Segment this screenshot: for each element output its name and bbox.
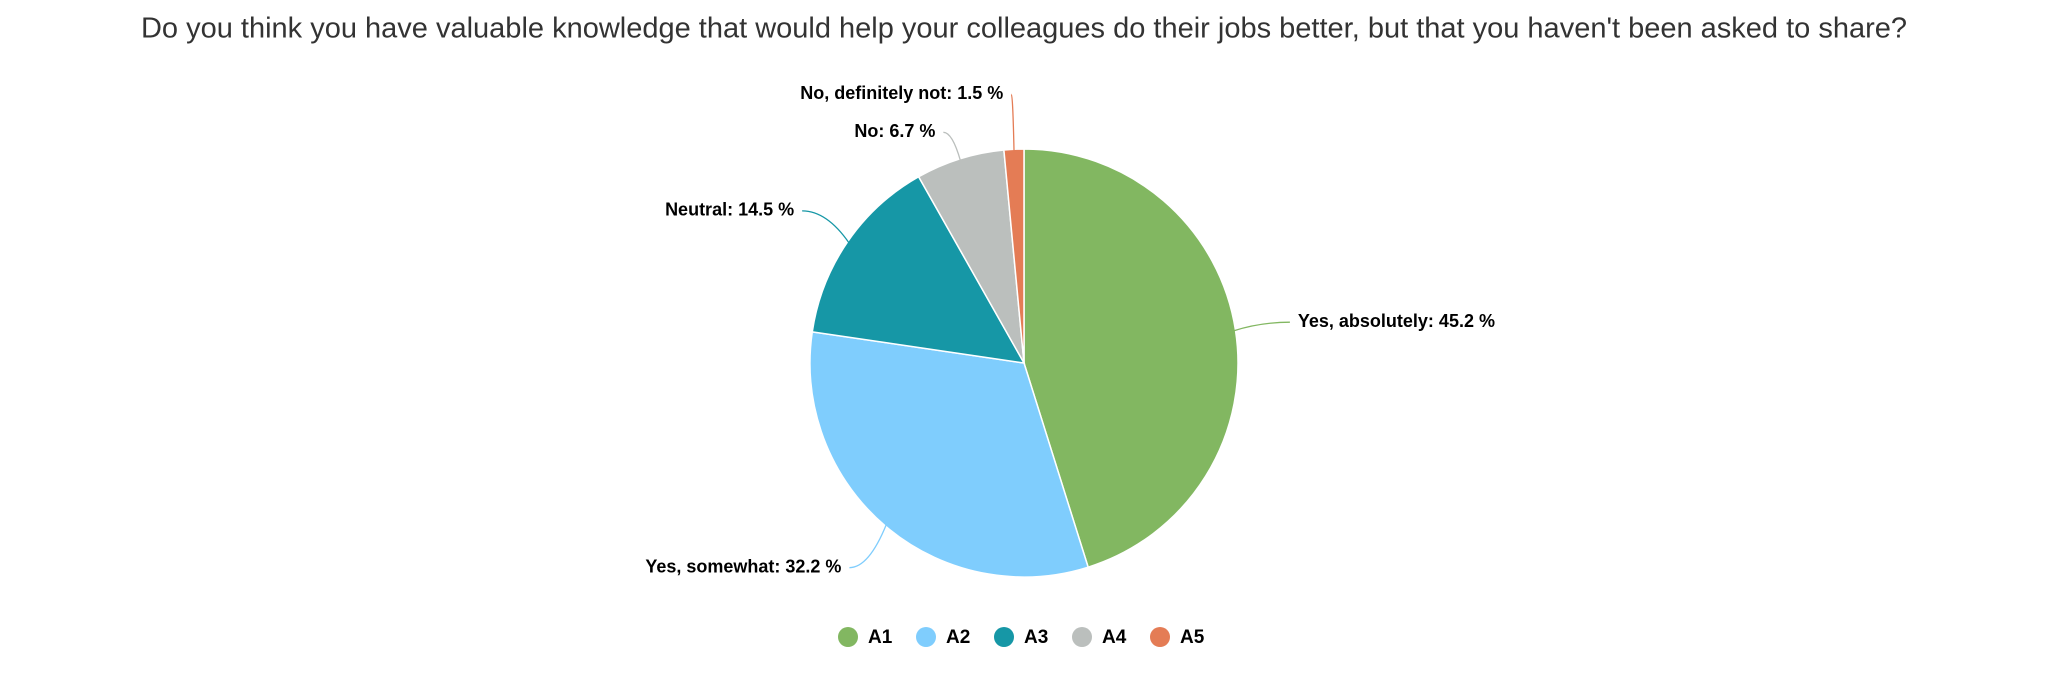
legend-marker: [916, 627, 936, 647]
leader-line: [1233, 321, 1290, 332]
legend-label: A2: [946, 627, 970, 648]
legend-label: A4: [1102, 627, 1127, 648]
legend-label: A5: [1180, 627, 1205, 648]
legend-label: A1: [868, 627, 893, 648]
data-label: Neutral: 14.5 %: [665, 200, 794, 220]
legend-marker: [1150, 627, 1170, 647]
legend-label: A3: [1024, 627, 1048, 648]
chart-title: Do you think you have valuable knowledge…: [141, 13, 1907, 45]
data-label: No, definitely not: 1.5 %: [800, 83, 1003, 103]
leader-line: [849, 524, 888, 569]
data-label: No: 6.7 %: [854, 121, 935, 141]
data-label: Yes, somewhat: 32.2 %: [645, 556, 841, 576]
data-label: Yes, absolutely: 45.2 %: [1298, 311, 1495, 331]
leader-line: [802, 210, 850, 244]
leader-line: [943, 131, 962, 161]
pie-slice: [811, 175, 1026, 364]
legend-marker: [994, 627, 1014, 647]
legend-marker: [838, 627, 858, 647]
legend-marker: [1072, 627, 1092, 647]
leader-line: [1010, 93, 1015, 152]
